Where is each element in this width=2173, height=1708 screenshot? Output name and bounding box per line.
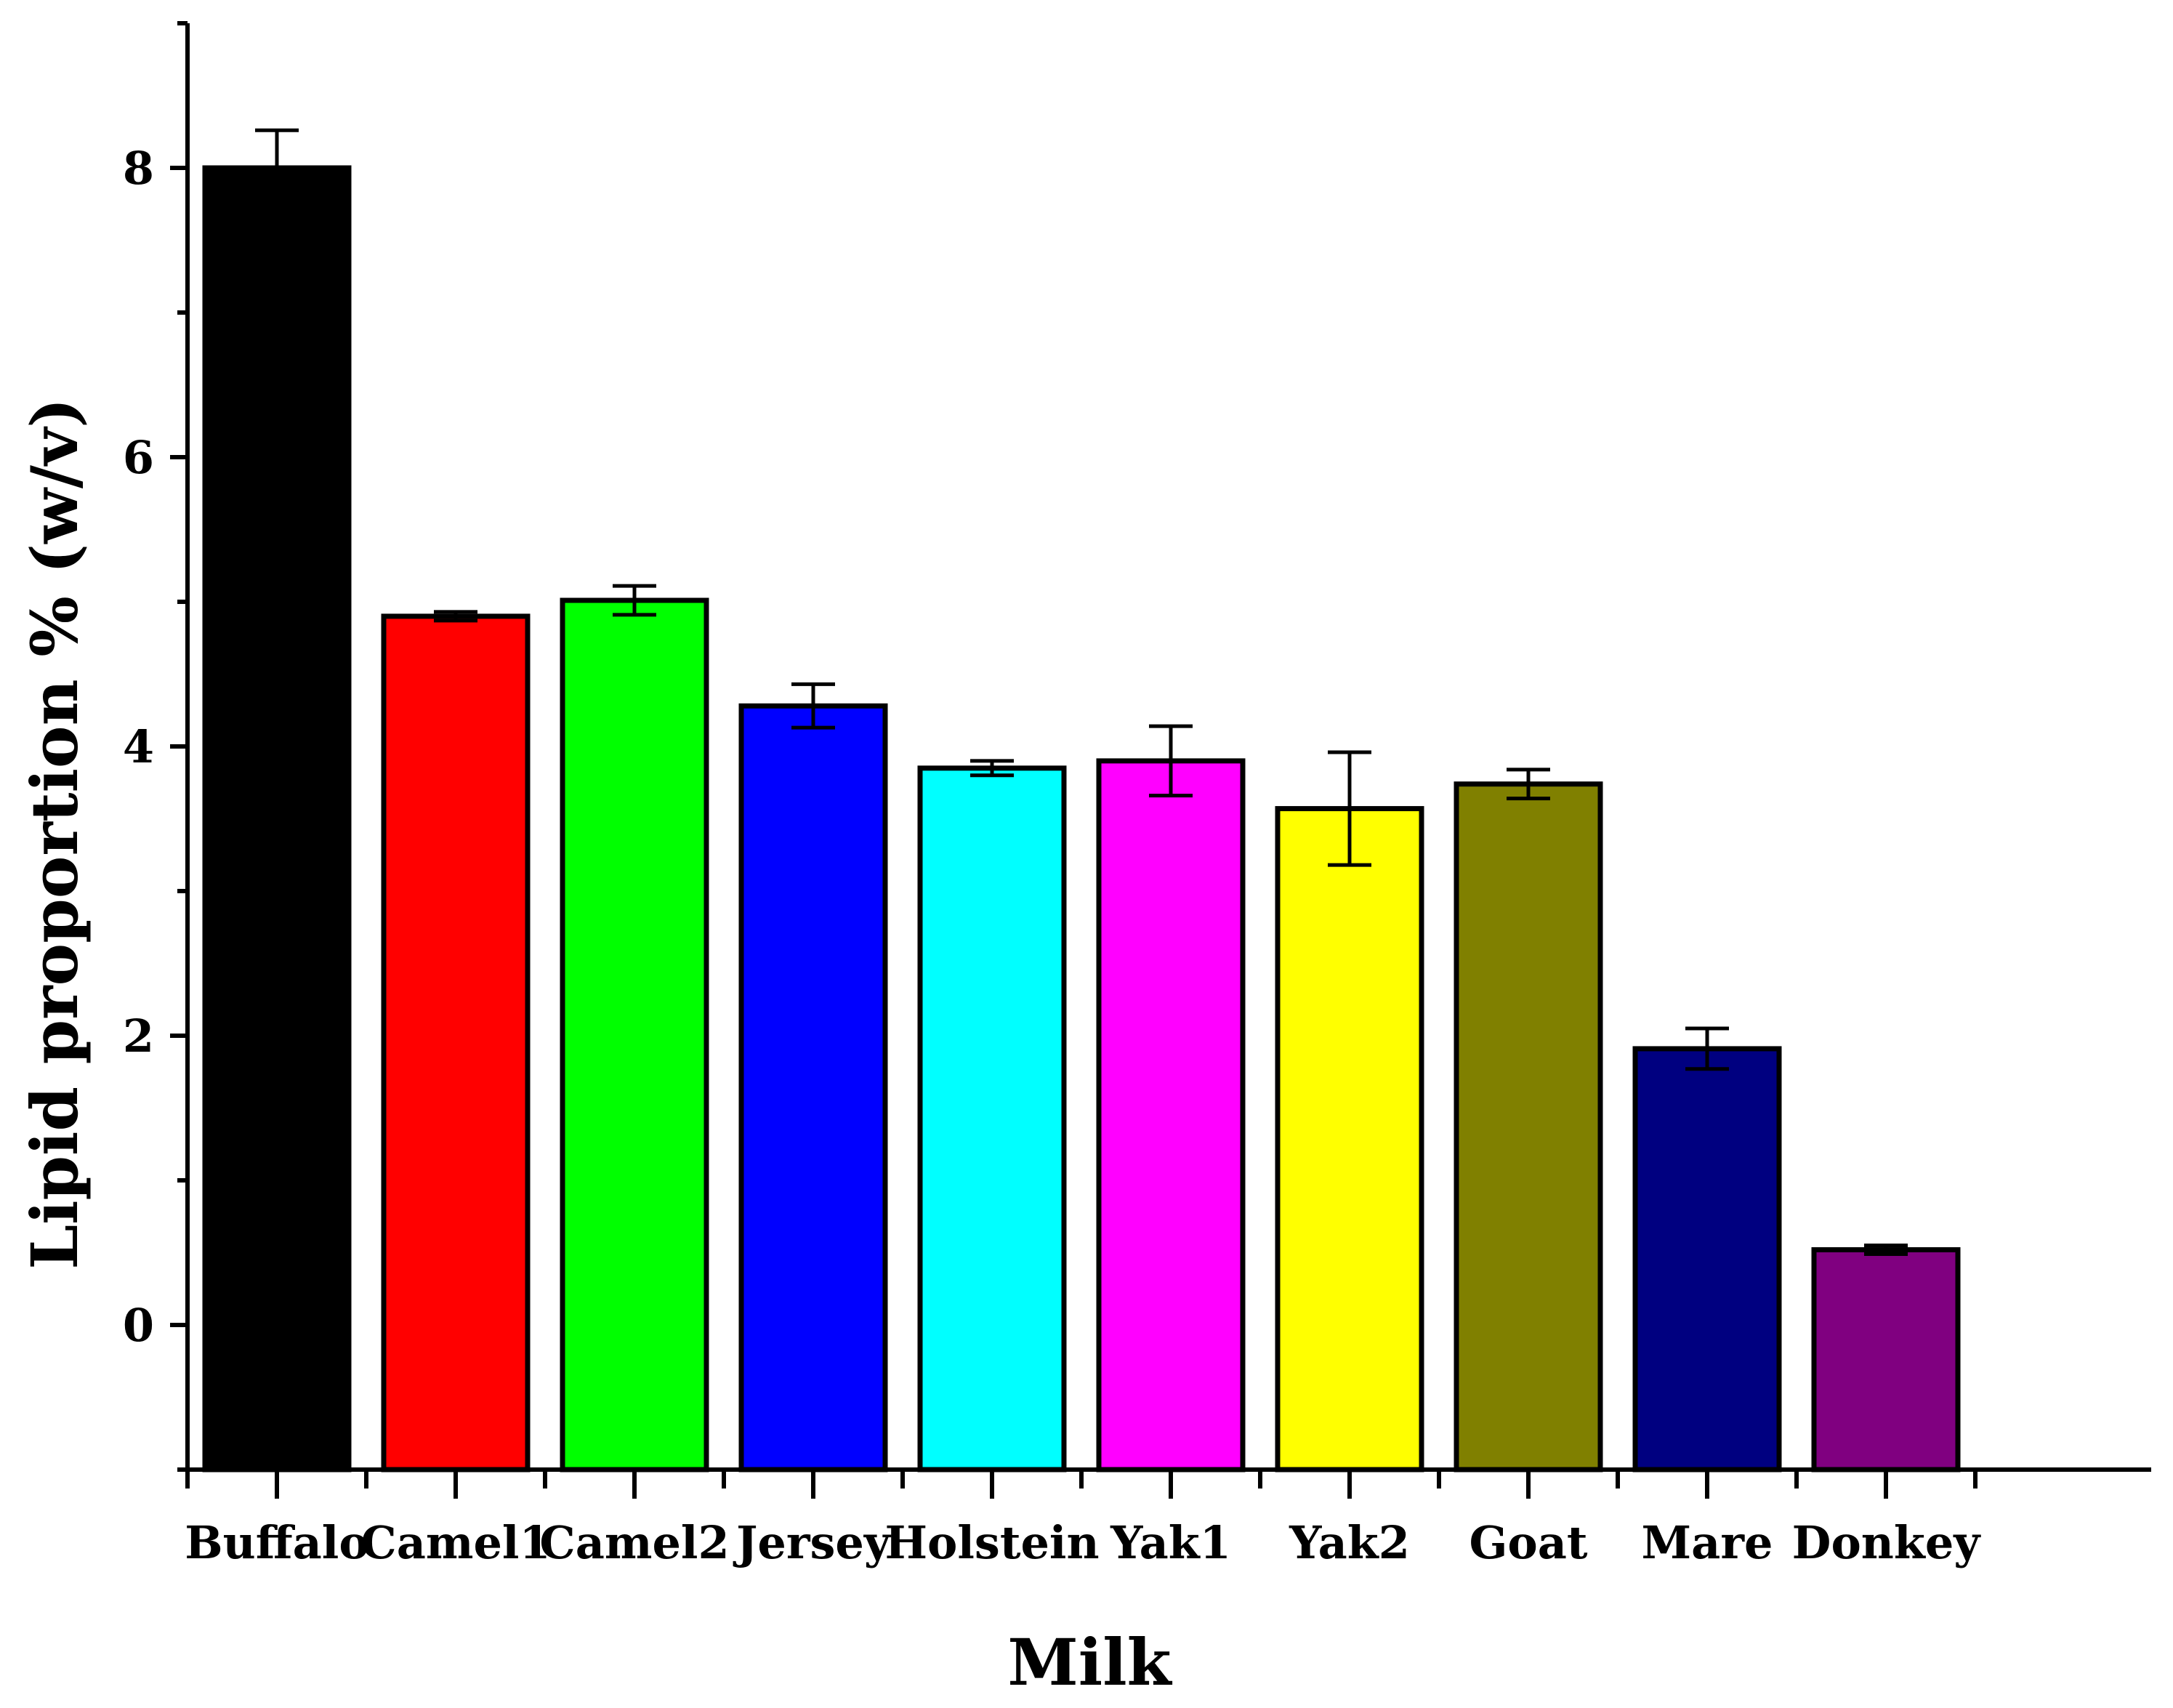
y-axis-title: Lipid proportion % (w/v) [17, 398, 92, 1270]
bar-buffalo [202, 165, 352, 1473]
ticks-layer [170, 21, 1978, 1499]
y-tick-label: 2 [123, 1010, 154, 1063]
x-tick-label: Camel2 [539, 1516, 729, 1569]
bar-yak2 [1275, 806, 1424, 1473]
x-tick-label: Yak2 [1289, 1516, 1410, 1569]
y-tick-label: 0 [123, 1299, 154, 1352]
bar-yak1 [1096, 758, 1246, 1473]
y-tick-label: 6 [123, 431, 154, 484]
error-bars-layer [255, 128, 1908, 1256]
bar-camel2 [560, 597, 709, 1473]
bar-donkey [1811, 1247, 1961, 1473]
bar-jersey [738, 703, 888, 1473]
bar-camel1 [381, 613, 531, 1473]
x-tick-label: Buffalo [185, 1516, 368, 1569]
bars-layer [202, 165, 1961, 1473]
x-tick-label: Yak1 [1110, 1516, 1231, 1569]
x-tick-label: Donkey [1792, 1516, 1982, 1569]
y-tick-label: 8 [123, 142, 154, 195]
bar-mare [1632, 1046, 1782, 1473]
x-axis-title: Milk [1007, 1624, 1172, 1700]
bar-holstein [917, 765, 1067, 1473]
x-tick-label: Jersey [733, 1516, 892, 1569]
x-tick-label: Goat [1469, 1516, 1587, 1569]
x-tick-label: Camel1 [360, 1516, 550, 1569]
y-tick-label: 4 [123, 720, 154, 773]
x-tick-label: Holstein [884, 1516, 1099, 1569]
x-tick-label: Mare [1642, 1516, 1773, 1569]
bar-goat [1454, 781, 1603, 1473]
